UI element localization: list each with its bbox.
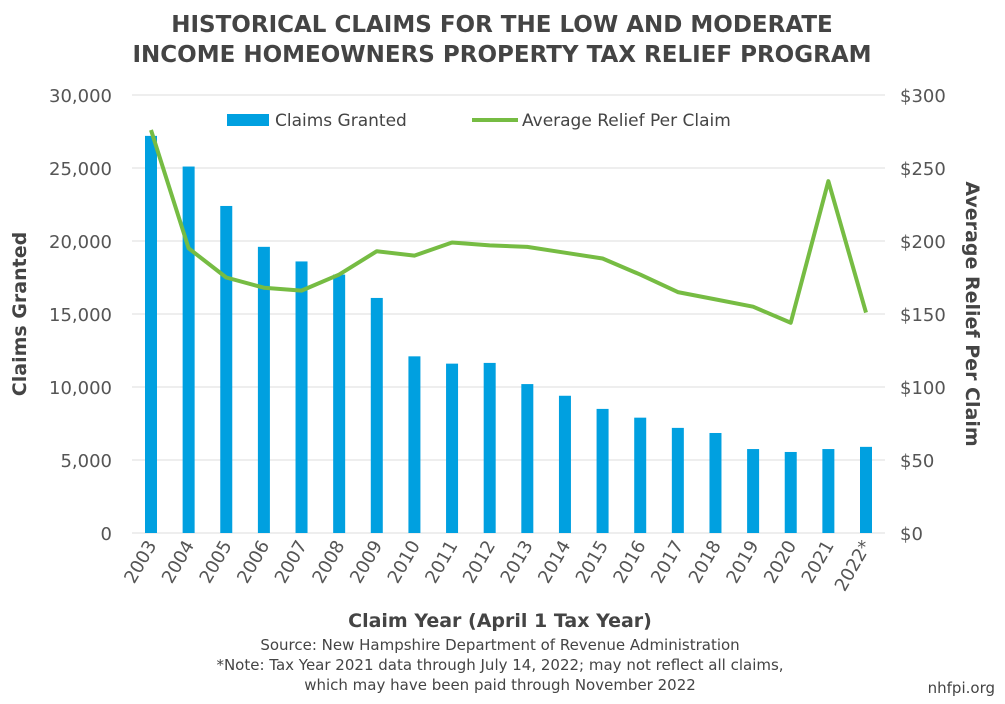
y-tick-label: 15,000	[49, 305, 112, 326]
x-tick-label: 2014	[534, 537, 575, 587]
y2-tick-label: $100	[900, 378, 946, 399]
bar-2013	[521, 384, 534, 533]
bar-2022*	[860, 446, 872, 533]
y2-axis-label: Average Relief Per Claim	[961, 181, 983, 446]
x-tick-label: 2008	[308, 537, 349, 587]
x-tick-label: 2009	[346, 537, 387, 587]
legend: Claims Granted Average Relief Per Claim	[227, 111, 731, 131]
legend-bar-swatch	[227, 114, 269, 126]
bar-2019	[747, 449, 760, 533]
y2-tick-label: $0	[900, 524, 923, 545]
bar-2015	[596, 408, 609, 533]
bar-2007	[295, 261, 308, 533]
x-tick-label: 2012	[459, 537, 500, 587]
bar-2005	[220, 205, 233, 533]
bar-2003	[145, 135, 157, 533]
y-axis-label: Claims Granted	[9, 232, 31, 396]
x-tick-label: 2005	[196, 537, 237, 587]
x-tick-label: 2013	[497, 537, 538, 587]
bar-2004	[182, 166, 195, 534]
bar-2009	[370, 297, 383, 533]
y2-tick-label: $200	[900, 232, 946, 253]
y2-tick-label: $50	[900, 451, 934, 472]
y-tick-label: 5,000	[60, 451, 112, 472]
bar-2021	[822, 449, 835, 533]
x-tick-label: 2018	[685, 537, 726, 587]
bar-2014	[558, 395, 571, 533]
bar-2012	[483, 362, 496, 533]
relief-line	[149, 129, 868, 325]
y2-tick-label: $300	[900, 86, 946, 107]
y-tick-label: 0	[101, 524, 112, 545]
bar-2010	[408, 356, 421, 533]
x-tick-label: 2015	[572, 537, 613, 587]
bar-2020	[784, 451, 797, 533]
credit-text: nhfpi.org	[928, 679, 995, 697]
bar-2006	[257, 246, 270, 533]
bar-2017	[671, 427, 684, 533]
x-tick-label: 2007	[271, 537, 312, 587]
x-tick-label: 2004	[158, 537, 199, 587]
y-tick-label: 25,000	[49, 159, 112, 180]
x-tick-label: 2006	[233, 537, 274, 587]
chart-title-line1: HISTORICAL CLAIMS FOR THE LOW AND MODERA…	[171, 12, 833, 38]
x-tick-label: 2003	[120, 537, 161, 587]
x-tick-label: 2022*	[831, 537, 877, 595]
bar-2016	[634, 417, 647, 533]
legend-label-relief: Average Relief Per Claim	[522, 111, 731, 131]
x-axis-label: Claim Year (April 1 Tax Year)	[348, 610, 652, 632]
y2-tick-label: $250	[900, 159, 946, 180]
x-tick-label: 2010	[384, 537, 425, 587]
legend-label-claims: Claims Granted	[275, 111, 407, 131]
note-line1: *Note: Tax Year 2021 data through July 1…	[216, 656, 783, 674]
x-tick-label: 2016	[609, 537, 650, 587]
bar-2011	[446, 363, 459, 533]
y-tick-label: 10,000	[49, 378, 112, 399]
x-tick-label: 2011	[421, 537, 462, 587]
bar-2008	[333, 274, 346, 533]
y2-tick-label: $150	[900, 305, 946, 326]
note-line2: which may have been paid through Novembe…	[304, 676, 696, 694]
bar-2018	[709, 432, 722, 533]
source-text: Source: New Hampshire Department of Reve…	[260, 636, 739, 654]
y-tick-label: 30,000	[49, 86, 112, 107]
x-tick-label: 2017	[647, 537, 688, 587]
x-tick-label: 2020	[760, 537, 801, 587]
x-tick-label: 2019	[722, 537, 763, 587]
y-tick-label: 20,000	[49, 232, 112, 253]
chart-title-line2: INCOME HOMEOWNERS PROPERTY TAX RELIEF PR…	[132, 42, 871, 68]
